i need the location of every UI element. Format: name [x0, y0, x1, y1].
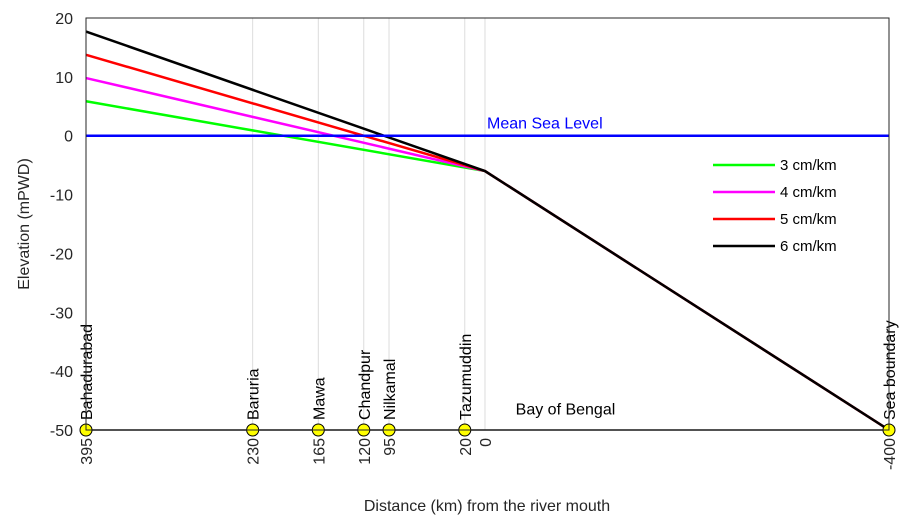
station-label-4: Nilkamal: [382, 359, 399, 420]
legend-label-2: 5 cm/km: [780, 211, 837, 228]
x-tick-label-6: 0: [478, 438, 495, 447]
y-tick-label-3: -10: [50, 188, 73, 205]
y-tick-label-2: 0: [64, 129, 73, 146]
x-tick-label-1: 230: [246, 438, 263, 465]
x-tick-label-2: 165: [311, 438, 328, 465]
y-tick-label-6: -40: [50, 364, 73, 381]
x-tick-label-5: 20: [458, 438, 475, 456]
legend: 3 cm/km 4 cm/km 5 cm/km 6 cm/km: [713, 157, 837, 255]
x-tick-label-3: 120: [357, 438, 374, 465]
station-label-1: Baruria: [246, 368, 263, 420]
station-labels: Bahadurabad Baruria Mawa Chandpur Nilkamal Ta…: [79, 320, 899, 420]
x-tick-labels: 395 230 165 120 95 20 0 -400: [79, 438, 899, 470]
series-lines: [85, 30, 890, 432]
plot-area: [86, 18, 889, 430]
grid-lines: [85, 18, 890, 430]
station-label-5: Tazumuddin: [458, 334, 475, 420]
y-tick-label-1: 10: [55, 70, 73, 87]
bay-of-bengal-label: Bay of Bengal: [516, 401, 616, 418]
station-label-7: Sea boundary: [882, 320, 899, 420]
station-label-2: Mawa: [311, 377, 328, 420]
legend-label-1: 4 cm/km: [780, 184, 837, 201]
plot-frame: [85, 17, 890, 431]
y-tick-label-7: -50: [50, 423, 73, 440]
y-tick-label-5: -30: [50, 305, 73, 322]
mean-sea-level-label: Mean Sea Level: [487, 116, 603, 133]
station-label-0: Bahadurabad: [79, 324, 96, 420]
y-axis-label: Elevation (mPWD): [16, 158, 33, 290]
series-line-3: [85, 30, 890, 432]
legend-label-3: 6 cm/km: [780, 238, 837, 255]
y-tick-label-0: 20: [55, 11, 73, 28]
legend-label-0: 3 cm/km: [780, 157, 837, 174]
y-tick-label-4: -20: [50, 246, 73, 263]
x-tick-label-4: 95: [382, 438, 399, 456]
y-tick-labels: 20 10 0 -10 -20 -30 -40 -50: [50, 11, 73, 440]
station-label-3: Chandpur: [357, 349, 374, 420]
x-tick-label-0: 395: [79, 438, 96, 465]
x-tick-label-7: -400: [882, 438, 899, 470]
x-axis-label: Distance (km) from the river mouth: [364, 498, 610, 515]
